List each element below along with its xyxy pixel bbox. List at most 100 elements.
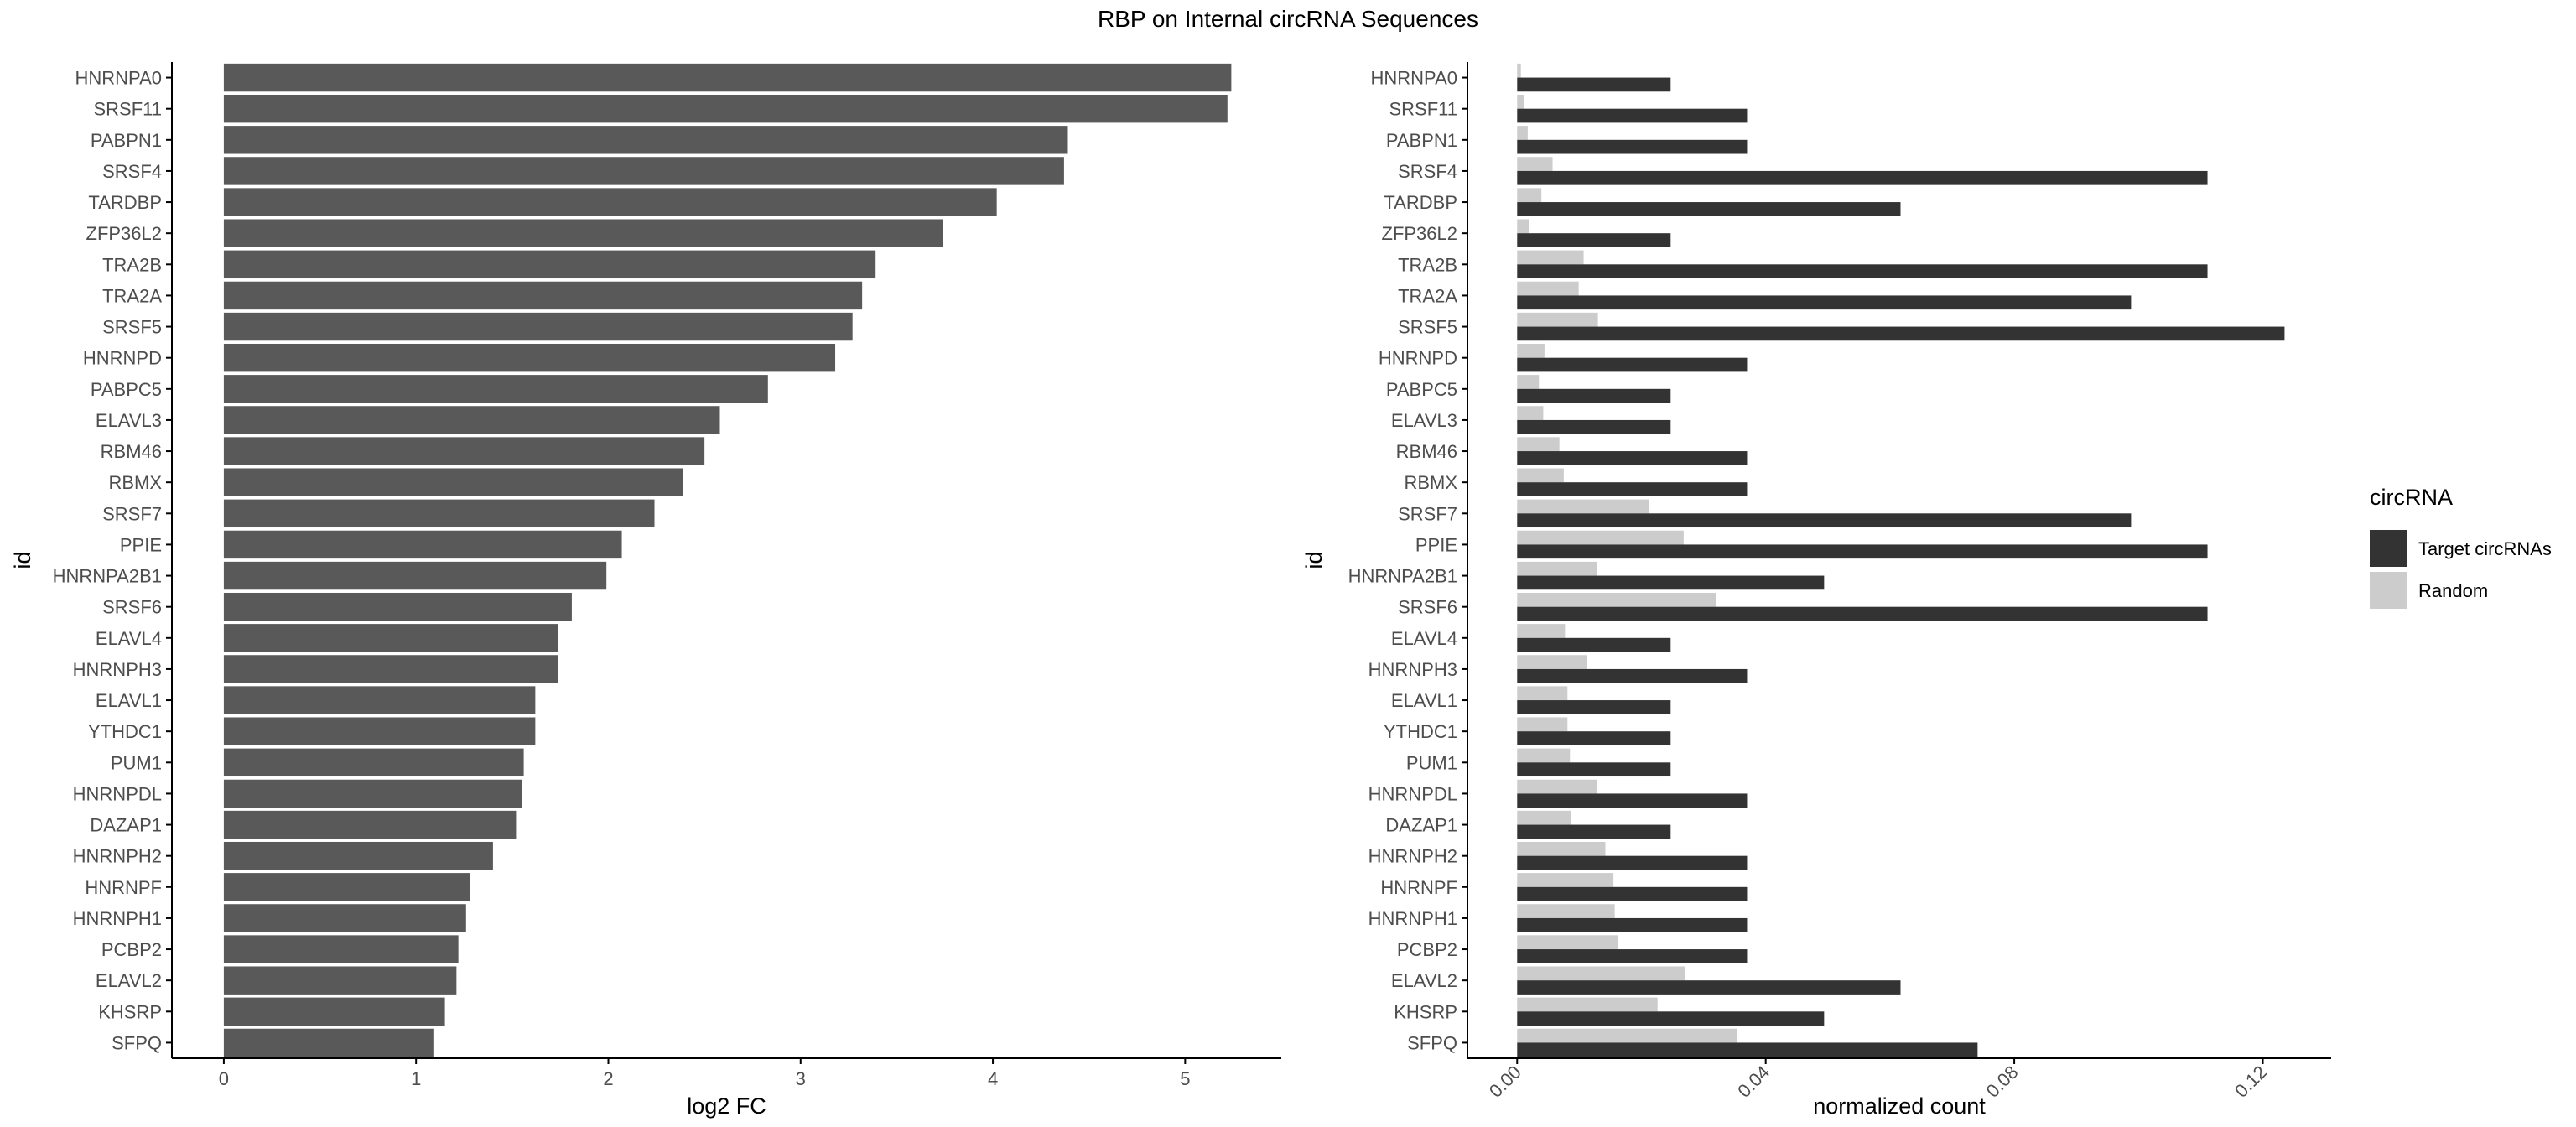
right-bar-random-hnrnph2 (1517, 841, 1606, 856)
right-bar-random-srsf6 (1517, 592, 1716, 607)
left-bar-elavl3 (223, 406, 720, 434)
left-bars-layer (223, 63, 1232, 1057)
left-bar-ppie (223, 530, 622, 559)
right-bar-random-srsf5 (1517, 312, 1598, 327)
left-bar-zfp36l2 (223, 219, 943, 247)
right-x-tick-label: 0.00 (1485, 1062, 1525, 1102)
right-y-tick-label: YTHDC1 (1384, 721, 1457, 742)
right-bar-random-zfp36l2 (1517, 219, 1530, 234)
left-bar-rbmx (223, 468, 683, 496)
left-y-tick-label: SRSF5 (102, 317, 162, 338)
legend-label-random: Random (2418, 580, 2488, 601)
right-bar-target-hnrnph2 (1517, 855, 1748, 870)
right-y-tick-label: SFPQ (1407, 1032, 1457, 1053)
legend-swatch-target (2370, 530, 2407, 567)
left-y-tick-layer: HNRNPA0 SRSF11 PABPN1 SRSF4 TARDBP ZFP36L2 TRA… (53, 68, 172, 1053)
left-y-tick-label: KHSRP (98, 1001, 162, 1022)
right-bar-random-pum1 (1517, 748, 1571, 763)
right-bar-random-elavl2 (1517, 966, 1685, 981)
left-y-tick-label: RBMX (108, 472, 162, 493)
right-y-tick-label: ZFP36L2 (1382, 223, 1458, 244)
right-y-tick-label: TRA2A (1398, 285, 1457, 306)
right-y-axis-label: id (1301, 551, 1327, 569)
left-y-tick-label: RBM46 (101, 441, 162, 462)
right-y-tick-label: ELAVL2 (1391, 970, 1457, 991)
right-bar-random-hnrnpf (1517, 873, 1614, 887)
right-bar-target-pum1 (1517, 762, 1671, 777)
right-bar-random-khsrp (1517, 997, 1658, 1012)
right-bar-random-elavl3 (1517, 406, 1544, 420)
right-chart: HNRNPA0 SRSF11 PABPN1 SRSF4 TARDBP ZFP36L2 TRA… (1301, 62, 2331, 1119)
left-y-tick-label: SRSF11 (93, 99, 162, 120)
left-bar-hnrnpa0 (223, 63, 1232, 92)
left-y-tick-label: SFPQ (112, 1032, 162, 1053)
right-bar-target-hnrnpa2b1 (1517, 575, 1825, 590)
left-chart: HNRNPA0 SRSF11 PABPN1 SRSF4 TARDBP ZFP36L2 TRA… (10, 62, 1281, 1119)
left-x-tick-label: 5 (1180, 1068, 1190, 1089)
left-bar-khsrp (223, 997, 445, 1026)
right-y-tick-label: SRSF7 (1398, 503, 1457, 524)
right-x-axis-label: normalized count (1813, 1093, 1986, 1119)
right-bar-target-pcbp2 (1517, 949, 1748, 963)
left-bar-pabpc5 (223, 375, 768, 403)
right-bar-target-zfp36l2 (1517, 233, 1671, 247)
left-y-tick-label: HNRNPF (85, 877, 162, 898)
left-bar-srsf7 (223, 499, 655, 528)
right-bar-random-hnrnpa2b1 (1517, 561, 1597, 576)
right-bar-target-dazap1 (1517, 824, 1671, 839)
left-bar-tra2b (223, 250, 876, 279)
right-y-tick-label: PCBP2 (1397, 939, 1457, 960)
right-y-tick-label: HNRNPD (1379, 348, 1457, 369)
left-bar-ythdc1 (223, 717, 536, 745)
right-bar-random-ppie (1517, 530, 1684, 545)
left-y-tick-label: PPIE (120, 534, 162, 555)
left-y-tick-label: HNRNPA2B1 (53, 566, 162, 587)
left-y-tick-label: TRA2B (102, 254, 162, 275)
right-bar-target-elavl2 (1517, 980, 1901, 995)
right-y-tick-label: RBM46 (1396, 441, 1457, 462)
right-bar-random-ythdc1 (1517, 717, 1568, 732)
left-x-axis-label: log2 FC (687, 1093, 766, 1119)
left-y-tick-label: YTHDC1 (88, 721, 162, 742)
right-bars-layer (1517, 63, 2285, 1057)
right-bar-target-pabpc5 (1517, 388, 1671, 403)
right-y-tick-label: ELAVL4 (1391, 628, 1457, 649)
left-y-tick-label: PCBP2 (101, 939, 162, 960)
left-bar-hnrnpd (223, 343, 836, 372)
right-y-tick-label: HNRNPH2 (1368, 846, 1457, 867)
right-bar-random-rbmx (1517, 468, 1564, 483)
left-y-tick-label: HNRNPA0 (75, 68, 162, 89)
left-y-tick-label: HNRNPH1 (73, 908, 162, 929)
right-y-tick-label: PPIE (1415, 534, 1457, 555)
right-y-tick-label: PUM1 (1406, 752, 1457, 773)
right-bar-random-tra2b (1517, 250, 1584, 265)
right-bar-random-pabpc5 (1517, 375, 1540, 389)
left-y-tick-label: SRSF7 (102, 503, 162, 524)
left-bar-hnrnph3 (223, 655, 558, 683)
right-bar-random-elavl1 (1517, 686, 1568, 701)
left-bar-tra2a (223, 281, 863, 310)
right-y-tick-label: HNRNPH1 (1368, 908, 1457, 929)
right-bar-target-hnrnpa0 (1517, 77, 1671, 92)
left-bar-rbm46 (223, 437, 705, 465)
right-y-tick-label: PABPN1 (1386, 130, 1457, 151)
left-bar-srsf11 (223, 94, 1228, 123)
right-bar-target-tra2a (1517, 295, 2132, 310)
left-y-tick-label: HNRNPH2 (73, 846, 162, 867)
left-x-tick-label: 2 (603, 1068, 613, 1089)
left-y-tick-label: SRSF6 (102, 597, 162, 618)
right-bar-target-srsf11 (1517, 108, 1748, 123)
left-y-tick-label: ELAVL2 (96, 970, 162, 991)
left-x-tick-layer: 0 1 2 3 4 5 (219, 1058, 1190, 1089)
legend-title: circRNA (2370, 485, 2453, 510)
right-y-tick-label: HNRNPDL (1368, 783, 1457, 804)
left-bar-sfpq (223, 1028, 434, 1057)
right-y-tick-label: ELAVL1 (1391, 690, 1457, 711)
left-bar-elavl1 (223, 686, 536, 714)
right-bar-target-elavl4 (1517, 637, 1671, 652)
right-bar-random-pabpn1 (1517, 126, 1528, 140)
right-bar-target-rbm46 (1517, 451, 1748, 465)
left-y-tick-label: ELAVL4 (96, 628, 162, 649)
right-y-tick-label: KHSRP (1394, 1001, 1457, 1022)
